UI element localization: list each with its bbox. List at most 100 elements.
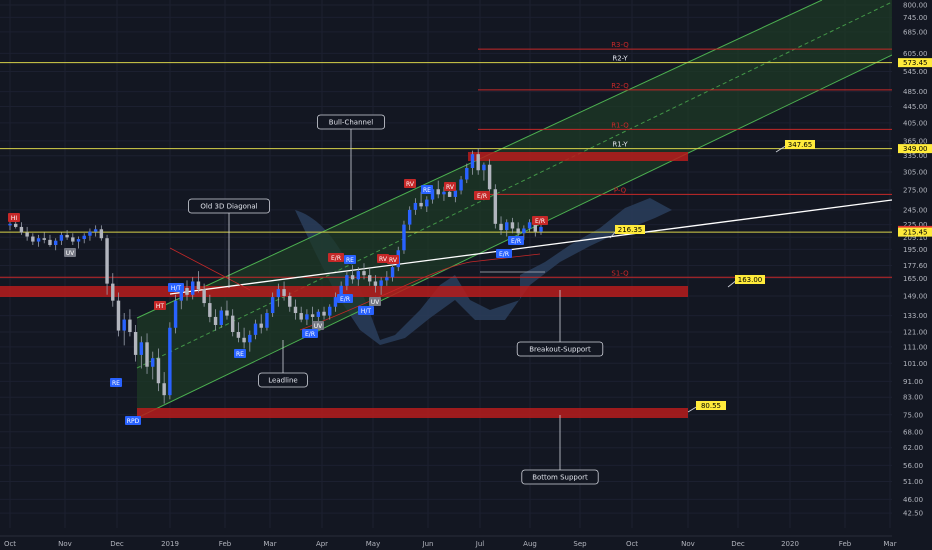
y-tick-label: 42.50: [903, 510, 923, 518]
candle-body: [436, 189, 440, 195]
candle-body: [185, 288, 189, 295]
x-tick-label: Aug: [523, 540, 537, 548]
x-tick-label: Apr: [316, 540, 328, 548]
signal-tag-label: RV: [389, 257, 398, 264]
x-tick-label: Mar: [883, 540, 896, 548]
annotation-box: [188, 198, 270, 214]
candle-body: [116, 300, 121, 331]
candle-body: [293, 306, 298, 314]
candle-body: [190, 281, 195, 295]
candle-body: [8, 223, 12, 226]
annotation-label: Old 3D Diagonal: [200, 203, 257, 211]
candle-body: [162, 383, 166, 396]
signal-tag-box: [302, 329, 318, 338]
signal-tag-label: E/R: [331, 255, 341, 262]
y-axis: 800.00 745.00 685.00 605.00 545.00 485.00 445.…: [892, 0, 932, 550]
signal-tag-box: [344, 255, 356, 264]
signal-tag-box: [474, 191, 490, 200]
annotation-label: Bull-Channel: [329, 119, 373, 127]
candle-body: [447, 191, 452, 197]
signal-tag-box: [328, 253, 344, 262]
candle-body: [88, 231, 92, 236]
callout-label: 80.55: [701, 402, 721, 410]
breakout-support-zone: [0, 286, 688, 297]
signal-tag-label: H/T: [361, 308, 372, 315]
candle-body: [522, 228, 526, 234]
y-tick-label: 800.00: [903, 2, 928, 10]
candle-body: [442, 191, 446, 195]
candle-body: [93, 229, 98, 232]
candle-body: [99, 229, 104, 239]
signal-tag-box: [154, 301, 166, 310]
candle-body: [345, 275, 349, 286]
signal-tag-label: HI: [11, 215, 18, 222]
candle-body: [111, 283, 115, 301]
y-tick-label: 305.00: [903, 168, 928, 176]
y-tick-label: 101.00: [903, 360, 928, 368]
callout-label: 216.35: [618, 226, 643, 234]
candle-body: [213, 316, 218, 325]
signal-tag-box: [234, 349, 246, 358]
support-zones: [0, 152, 688, 418]
candle-body: [379, 280, 383, 286]
y-tick-label: 209.10: [903, 234, 928, 242]
callout-label: 163.00: [738, 276, 763, 284]
candle-body: [516, 228, 520, 234]
signal-tag-label: RE: [346, 257, 354, 264]
candle-body: [407, 209, 412, 225]
signal-tag-label: RE: [112, 380, 120, 387]
x-tick-label: Oct: [626, 540, 638, 548]
candle-body: [13, 223, 18, 227]
level-label: R2-Q: [611, 82, 629, 90]
candle-body: [328, 306, 332, 316]
signal-tag-label: RE: [423, 187, 431, 194]
y-tick-label: 177.60: [903, 262, 928, 270]
callout-box: [615, 225, 645, 234]
signal-tag-label: E/R: [340, 296, 350, 303]
x-tick-label: Dec: [731, 540, 745, 548]
y-tick-label: 245.00: [903, 206, 928, 214]
signal-tag-box: [444, 182, 456, 191]
signal-tag-box: [337, 294, 353, 303]
signal-tag-box: [387, 255, 399, 264]
callout-box: [696, 401, 726, 410]
price-callouts: 347.65 216.35 163.00 80.55: [609, 140, 815, 413]
candle-body: [476, 154, 480, 171]
candle-body: [425, 199, 429, 207]
candle-body: [151, 358, 155, 367]
annotation-label: Leadline: [268, 377, 297, 385]
candle-body: [362, 271, 366, 276]
old-3d-diagonal-line: [169, 199, 893, 295]
y-tick-label: 83.00: [903, 394, 923, 402]
candle-body: [82, 235, 86, 240]
signal-tag-box: [64, 248, 76, 257]
candle-body: [59, 234, 64, 241]
signal-tag-box: [532, 216, 548, 225]
price-label: 349.00: [903, 145, 928, 153]
annotation-box: [516, 341, 604, 357]
x-tick-label: Sep: [573, 540, 587, 548]
callout-box: [785, 140, 815, 149]
x-axis: Oct Nov Dec 2019 Feb Mar Apr May Jun Jul Aug Sep Oct…: [0, 535, 897, 550]
signal-tag-box: [421, 185, 433, 194]
y-tick-label: 91.00: [903, 378, 923, 386]
y-tick-label: 365.00: [903, 137, 928, 145]
cloud-area: [295, 198, 672, 345]
x-tick-label: 2019: [161, 540, 179, 548]
level-label: S1-Q: [611, 269, 629, 277]
level-label: R3-Q: [611, 41, 629, 49]
signal-tag-label: UV: [314, 323, 323, 330]
candle-body: [419, 202, 423, 207]
y-tick-label: 685.00: [903, 28, 928, 36]
candle-body: [510, 222, 515, 229]
signal-tag-label: E/R: [499, 251, 509, 258]
y-tick-label: 56.00: [903, 462, 923, 470]
candle-body: [259, 323, 263, 328]
ichimoku-cloud: [295, 198, 672, 345]
y-tick-label: 68.00: [903, 428, 923, 436]
annotation-box: [521, 469, 599, 485]
annotation-box: [258, 372, 308, 388]
candle-body: [288, 295, 292, 307]
signal-tag-box: [369, 297, 381, 306]
candle-body: [482, 164, 486, 171]
